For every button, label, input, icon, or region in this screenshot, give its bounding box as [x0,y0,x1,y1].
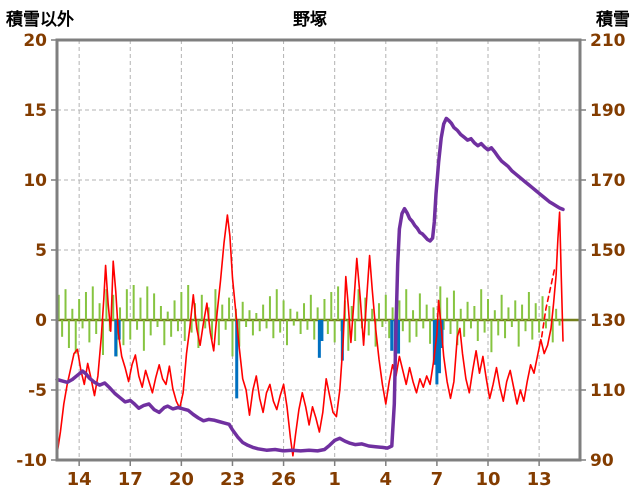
x-tick-label: 17 [118,469,143,490]
x-tick-label: 10 [475,469,500,490]
left-tick-label: 5 [35,241,47,261]
x-tick-label: 7 [431,469,444,490]
x-tick-label: 4 [380,469,393,490]
right-tick-label: 170 [590,171,626,191]
x-tick-label: 23 [220,469,245,490]
x-tick-label: 13 [527,469,552,490]
snow-depth-line [55,116,565,453]
x-tick-label: 26 [271,469,296,490]
left-tick-label: 15 [23,101,47,121]
left-tick-label: 10 [23,171,47,191]
right-tick-label: 110 [590,381,626,401]
left-tick-label: -5 [28,381,47,401]
x-tick-label: 20 [169,469,194,490]
left-tick-label: -10 [16,451,47,471]
temperature-forecast-line [540,268,556,338]
x-tick-label: 1 [328,469,341,490]
x-tick-label: 14 [67,469,92,490]
left-tick-label: 0 [35,311,47,331]
right-axis-title: 積雪 [596,9,630,30]
chart-title: 野塚 [293,10,327,30]
right-tick-label: 190 [590,101,626,121]
left-tick-label: 20 [23,31,47,51]
plot-frame [55,38,582,462]
left-axis-title: 積雪以外 [6,9,74,30]
right-tick-label: 90 [590,451,614,471]
temperature-line [56,211,564,457]
right-tick-label: 150 [590,241,626,261]
right-tick-label: 210 [590,31,626,51]
right-tick-label: 130 [590,311,626,331]
